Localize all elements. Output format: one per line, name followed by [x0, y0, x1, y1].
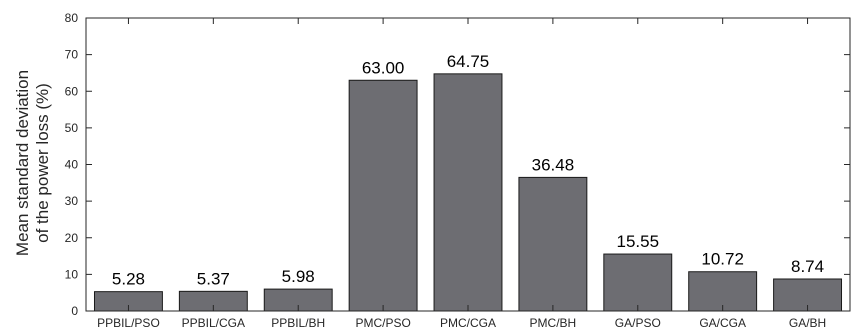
- data-label: 15.55: [617, 232, 660, 251]
- data-label: 5.98: [282, 267, 315, 286]
- bar-pmc-cga: [433, 73, 503, 312]
- y-tick-label: 70: [65, 48, 79, 62]
- data-label: 8.74: [791, 257, 824, 276]
- y-tick-label: 30: [65, 194, 79, 208]
- data-label: 5.37: [197, 269, 230, 288]
- y-axis-label-line-1: Mean standard deviation: [13, 70, 32, 256]
- x-tick-label: GA/BH: [789, 316, 826, 330]
- x-tick-label: PPBIL/BH: [271, 316, 325, 330]
- y-axis-label-line-2: of the power loss (%): [33, 83, 52, 243]
- y-tick-label: 10: [65, 267, 79, 281]
- y-axis-label: Mean standard deviation of the power los…: [13, 70, 52, 256]
- bar-ga-pso: [603, 253, 673, 312]
- y-tick-label: 80: [65, 11, 79, 25]
- data-label: 10.72: [701, 250, 744, 269]
- plot-frame: [85, 17, 851, 312]
- y-tick-label: 60: [65, 84, 79, 98]
- data-label: 63.00: [362, 58, 405, 77]
- data-label: 36.48: [532, 155, 575, 174]
- y-tick-label: 40: [65, 158, 79, 172]
- x-tick-label: PPBIL/PSO: [97, 316, 160, 330]
- x-axis-ticks: PPBIL/PSO PPBIL/CGA PPBIL/BH PMC/PSO PMC/CGA…: [97, 18, 826, 330]
- x-tick-label: PMC/BH: [530, 316, 577, 330]
- x-tick-label: PMC/CGA: [440, 316, 496, 330]
- data-labels: 5.28 5.37 5.98 63.00 64.75 36.48 15.55 10.72 8.7…: [112, 52, 824, 289]
- bar-ga-cga: [688, 271, 758, 312]
- x-tick-label: GA/PSO: [615, 316, 661, 330]
- bars: [93, 73, 843, 312]
- y-tick-label: 0: [71, 304, 78, 318]
- y-axis-ticks: 0 10 20 30 40 50 60 70 80: [65, 11, 850, 318]
- y-tick-label: 50: [65, 121, 79, 135]
- data-label: 5.28: [112, 270, 145, 289]
- x-tick-label: GA/CGA: [699, 316, 746, 330]
- x-tick-label: PPBIL/CGA: [182, 316, 245, 330]
- x-tick-label: PMC/PSO: [355, 316, 410, 330]
- y-tick-label: 20: [65, 231, 79, 245]
- bar-pmc-pso: [348, 79, 418, 312]
- bar-pmc-bh: [518, 176, 588, 312]
- data-label: 64.75: [447, 52, 490, 71]
